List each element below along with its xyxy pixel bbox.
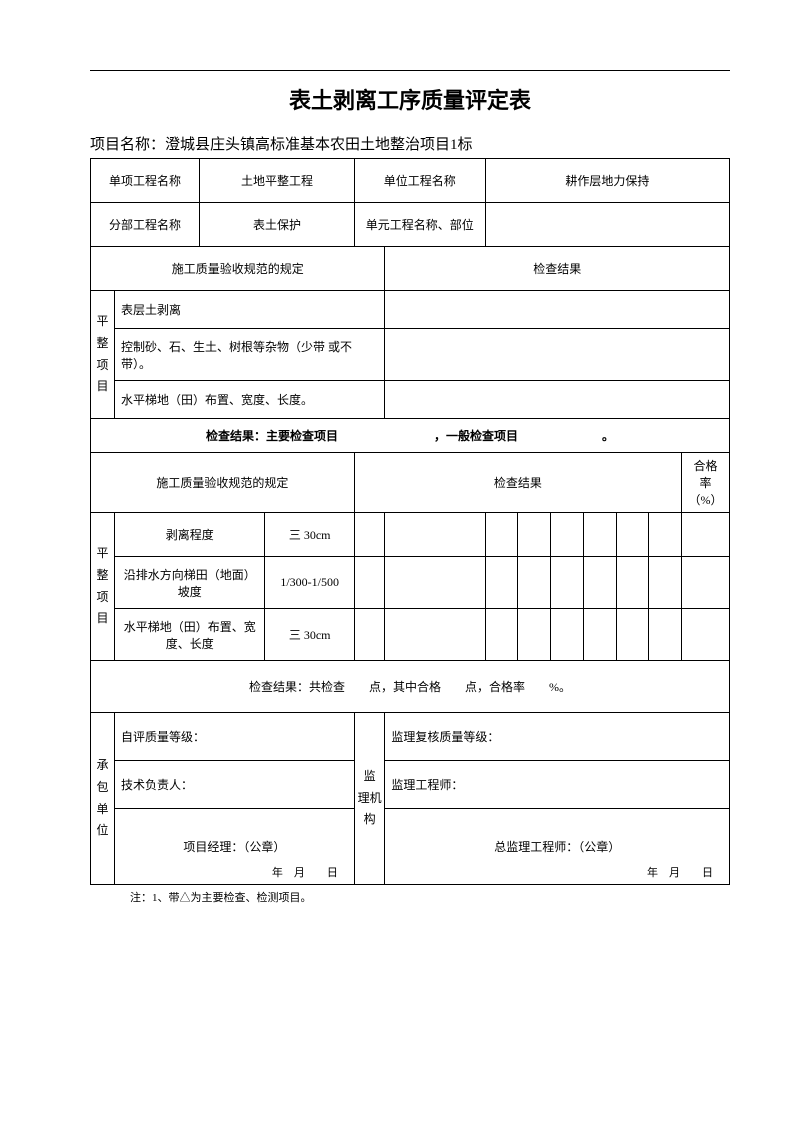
header-row-2: 分部工程名称 表土保护 单元工程名称、部位	[91, 203, 730, 247]
s2-c2-6	[616, 609, 649, 661]
s1-summary-row: 检查结果：主要检查项目 ，一般检查项目 。	[91, 419, 730, 453]
s2-name-1: 沿排水方向梯田（地面）坡度	[114, 557, 264, 609]
s2-rate-0	[681, 513, 729, 557]
sign-right-0: 监理复核质量等级：	[385, 713, 730, 761]
sign-right-1: 监理工程师：	[385, 761, 730, 809]
s1-res-2	[385, 381, 730, 419]
sign-left-0: 自评质量等级：	[114, 713, 354, 761]
s1-summary: 检查结果：主要检查项目 ，一般检查项目 。	[91, 419, 730, 453]
s2-summary: 检查结果：共检查 点，其中合格 点，合格率 %。	[91, 661, 730, 713]
s2-name-2: 水平梯地（田）布置、宽度、长度	[114, 609, 264, 661]
s2-c0-3	[518, 513, 551, 557]
s2-c0-0	[354, 513, 385, 557]
s1-item-2: 水平梯地（田）布置、宽度、长度。	[114, 381, 384, 419]
s2-spec-2: 三 30cm	[265, 609, 354, 661]
s2-c0-5	[583, 513, 616, 557]
sign-left-2-wrap: 项目经理：（公章） 年 月 日	[114, 809, 354, 885]
hr1-c4: 耕作层地力保持	[485, 159, 729, 203]
sign-left-date: 年 月 日	[272, 864, 338, 880]
s1-item-0: 表层土剥离	[114, 291, 384, 329]
hr2-c4	[485, 203, 729, 247]
doc-title: 表土剥离工序质量评定表	[90, 83, 730, 115]
s2-c2-2	[485, 609, 518, 661]
s1-res-0	[385, 291, 730, 329]
s1-header: 施工质量验收规范的规定 检查结果	[91, 247, 730, 291]
page: 表土剥离工序质量评定表 项目名称：澄城县庄头镇高标准基本农田土地整治项目1标 单…	[0, 0, 800, 1131]
hr2-c3: 单元工程名称、部位	[354, 203, 485, 247]
s2-c1-3	[518, 557, 551, 609]
s2-row-2: 水平梯地（田）布置、宽度、长度 三 30cm	[91, 609, 730, 661]
sign-right-2-wrap: 总监理工程师：（公章） 年 月 日	[385, 809, 730, 885]
s2-c0-2	[485, 513, 518, 557]
footnote: 注：1、带△为主要检查、检测项目。	[130, 889, 730, 905]
s1-item-1: 控制砂、石、生土、树根等杂物（少带 或不带）。	[114, 329, 384, 381]
s2-c1-2	[485, 557, 518, 609]
sign-left-2: 项目经理：（公章）	[121, 838, 348, 855]
s2-row-0: 平整项目 剥离程度 三 30cm	[91, 513, 730, 557]
s2-rate-header: 合格率（%）	[681, 453, 729, 513]
s2-rate-1	[681, 557, 729, 609]
s2-c0-6	[616, 513, 649, 557]
s1-spec-header: 施工质量验收规范的规定	[91, 247, 385, 291]
s2-summary-row: 检查结果：共检查 点，其中合格 点，合格率 %。	[91, 661, 730, 713]
s2-row-1: 沿排水方向梯田（地面）坡度 1/300-1/500	[91, 557, 730, 609]
s2-c0-4	[551, 513, 584, 557]
s2-c2-5	[583, 609, 616, 661]
s1-row-1: 控制砂、石、生土、树根等杂物（少带 或不带）。	[91, 329, 730, 381]
hr1-c3: 单位工程名称	[354, 159, 485, 203]
s2-c1-0	[354, 557, 385, 609]
s2-c2-4	[551, 609, 584, 661]
sign-right-vlabel: 监 理机 构	[354, 713, 385, 885]
sign-left-vlabel: 承包单位	[91, 713, 115, 885]
sign-row-2: 项目经理：（公章） 年 月 日 总监理工程师：（公章） 年 月 日	[91, 809, 730, 857]
s2-result-header: 检查结果	[354, 453, 681, 513]
s2-c1-5	[583, 557, 616, 609]
s2-spec-header: 施工质量验收规范的规定	[91, 453, 355, 513]
s2-c0-1	[385, 513, 485, 557]
s2-c2-1	[385, 609, 485, 661]
s2-c1-1	[385, 557, 485, 609]
s2-c0-7	[649, 513, 682, 557]
s2-c2-3	[518, 609, 551, 661]
s2-spec-1: 1/300-1/500	[265, 557, 354, 609]
sign-right-2: 总监理工程师：（公章）	[391, 838, 723, 855]
hr2-c2: 表土保护	[200, 203, 355, 247]
s1-res-1	[385, 329, 730, 381]
sign-right-date: 年 月 日	[647, 864, 713, 880]
hr1-c1: 单项工程名称	[91, 159, 200, 203]
sign-row-1: 技术负责人： 监理工程师：	[91, 761, 730, 809]
s1-vlabel: 平整项目	[91, 291, 115, 419]
project-label: 项目名称：	[90, 137, 165, 153]
s1-result-header: 检查结果	[385, 247, 730, 291]
top-rule	[90, 70, 730, 71]
s2-spec-0: 三 30cm	[265, 513, 354, 557]
s1-row-2: 水平梯地（田）布置、宽度、长度。	[91, 381, 730, 419]
hr1-c2: 土地平整工程	[200, 159, 355, 203]
sign-row-0: 承包单位 自评质量等级： 监 理机 构 监理复核质量等级：	[91, 713, 730, 761]
project-name: 澄城县庄头镇高标准基本农田土地整治项目1标	[165, 137, 473, 153]
s2-c1-7	[649, 557, 682, 609]
s2-c2-0	[354, 609, 385, 661]
sign-left-1: 技术负责人：	[114, 761, 354, 809]
s2-header: 施工质量验收规范的规定 检查结果 合格率（%）	[91, 453, 730, 513]
s2-c1-4	[551, 557, 584, 609]
hr2-c1: 分部工程名称	[91, 203, 200, 247]
s1-row-0: 平整项目 表层土剥离	[91, 291, 730, 329]
s2-rate-2	[681, 609, 729, 661]
s2-vlabel: 平整项目	[91, 513, 115, 661]
s2-name-0: 剥离程度	[114, 513, 264, 557]
main-table: 单项工程名称 土地平整工程 单位工程名称 耕作层地力保持 分部工程名称 表土保护…	[90, 158, 730, 885]
project-line: 项目名称：澄城县庄头镇高标准基本农田土地整治项目1标	[90, 133, 730, 154]
s2-c1-6	[616, 557, 649, 609]
header-row-1: 单项工程名称 土地平整工程 单位工程名称 耕作层地力保持	[91, 159, 730, 203]
s2-c2-7	[649, 609, 682, 661]
